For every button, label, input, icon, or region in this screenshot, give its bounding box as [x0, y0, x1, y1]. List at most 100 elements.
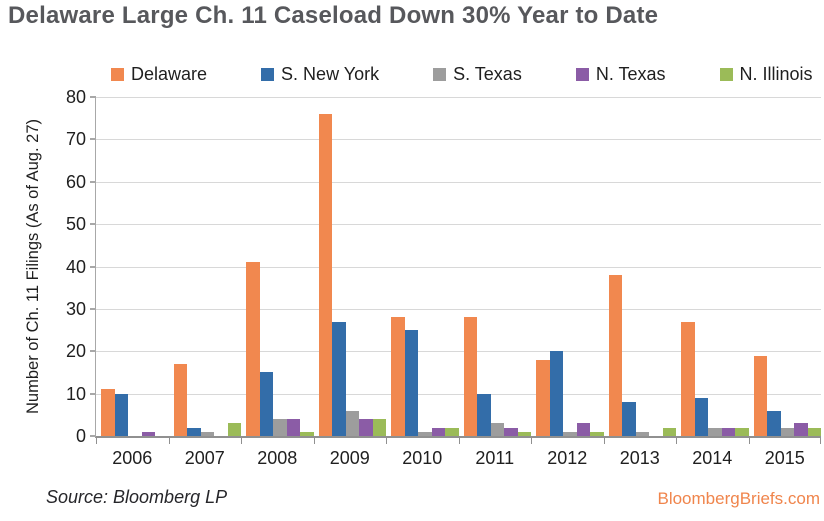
- chart-title: Delaware Large Ch. 11 Caseload Down 30% …: [8, 2, 659, 29]
- x-category-label-2007: 2007: [184, 448, 225, 468]
- bar-2010-n-texas: [431, 427, 445, 436]
- bar-2007-delaware: [173, 363, 187, 436]
- legend-swatch-s-texas: [433, 68, 447, 81]
- bar-2014-s-new-york: [694, 397, 708, 436]
- y-axis-tick: [90, 350, 96, 353]
- y-axis-tick: [90, 435, 96, 437]
- y-axis-tick: [90, 223, 96, 226]
- bar-2008-s-new-york: [259, 372, 273, 436]
- gridline-10: [96, 393, 821, 395]
- x-category-label-2012: 2012: [547, 448, 588, 468]
- gridline-40: [96, 266, 821, 268]
- bar-2008-n-texas: [286, 419, 300, 436]
- legend-item-s-texas: S. Texas: [433, 64, 522, 85]
- x-category-label-2014: 2014: [692, 448, 733, 468]
- y-tick-label-50: 50: [65, 214, 86, 235]
- bar-2015-n-illinois: [807, 427, 821, 436]
- x-axis-tick: [241, 436, 242, 444]
- x-category-label-2006: 2006: [112, 448, 153, 468]
- x-axis-tick: [603, 436, 605, 444]
- y-tick-label-70: 70: [65, 129, 86, 150]
- bar-2008-s-texas: [273, 419, 287, 436]
- bar-2010-s-texas: [418, 431, 432, 436]
- bar-2014-n-texas: [721, 427, 735, 436]
- legend-swatch-n-texas: [575, 68, 589, 81]
- bar-2006-s-new-york: [114, 393, 128, 436]
- x-category-label-2008: 2008: [257, 448, 298, 468]
- bar-2012-s-new-york: [549, 351, 563, 436]
- gridline-70: [96, 139, 821, 141]
- y-tick-label-10: 10: [65, 383, 86, 404]
- bar-2013-delaware: [608, 274, 622, 436]
- bar-2015-s-new-york: [767, 410, 781, 436]
- x-axis-tick: [531, 436, 532, 444]
- x-category-label-2013: 2013: [619, 448, 660, 468]
- x-axis-tick: [458, 436, 460, 444]
- y-axis-tick: [90, 138, 96, 141]
- bar-2007-n-illinois: [227, 423, 241, 436]
- brand-link[interactable]: BloombergBriefs.com: [657, 489, 820, 508]
- legend-label: Delaware: [131, 64, 208, 84]
- legend-swatch-delaware: [111, 68, 124, 81]
- legend-label: S. New York: [281, 64, 380, 84]
- x-axis-tick: [96, 436, 97, 444]
- y-axis-title: Number of Ch. 11 Filings (As of Aug. 27): [24, 119, 42, 414]
- x-axis-tick: [313, 436, 315, 444]
- bar-2015-s-texas: [780, 427, 794, 436]
- bar-2014-n-illinois: [735, 427, 749, 436]
- source-label: Source: Bloomberg LP: [46, 487, 228, 507]
- bar-2012-s-texas: [563, 431, 577, 436]
- bar-2011-n-illinois: [517, 431, 531, 436]
- legend-label: S. Texas: [453, 64, 522, 84]
- y-tick-label-30: 30: [65, 298, 86, 319]
- bar-2010-delaware: [391, 317, 405, 436]
- gridline-50: [96, 224, 821, 226]
- bar-2011-delaware: [463, 317, 477, 436]
- legend-swatch-n-illinois: [719, 68, 733, 81]
- legend-label: N. Texas: [595, 64, 666, 84]
- bar-2007-s-texas: [200, 431, 214, 436]
- bar-2006-delaware: [101, 389, 115, 436]
- legend: Delaware S. New York S. Texas N. Texas N. Il…: [111, 64, 813, 85]
- x-category-label-2015: 2015: [764, 448, 805, 468]
- bar-2012-n-illinois: [590, 431, 604, 436]
- x-category-label-2010: 2010: [402, 448, 443, 468]
- bar-2014-s-texas: [708, 427, 722, 436]
- bar-2008-n-illinois: [300, 431, 314, 436]
- bar-2009-s-texas: [345, 410, 359, 436]
- bar-2009-s-new-york: [332, 321, 346, 436]
- x-category-label-2009: 2009: [329, 448, 370, 468]
- legend-item-delaware: Delaware: [111, 64, 207, 85]
- legend-label: N. Illinois: [739, 64, 813, 84]
- y-tick-label-40: 40: [65, 256, 86, 277]
- bar-2008-delaware: [246, 262, 260, 436]
- legend-item-n-illinois: N. Illinois: [719, 64, 813, 85]
- y-axis-tick: [90, 392, 96, 395]
- x-axis-tick: [820, 436, 821, 444]
- bar-2009-n-texas: [359, 419, 373, 436]
- gridline-60: [96, 181, 821, 183]
- x-category-label-2011: 2011: [475, 448, 515, 468]
- bar-2014-delaware: [681, 321, 695, 436]
- bar-2010-n-illinois: [445, 427, 459, 436]
- y-axis-tick: [90, 307, 96, 310]
- bar-2009-delaware: [318, 113, 332, 436]
- y-tick-label-20: 20: [65, 341, 86, 362]
- y-tick-label-60: 60: [65, 171, 86, 192]
- bar-2015-n-texas: [794, 423, 808, 436]
- x-axis-tick: [676, 436, 677, 444]
- bar-2007-s-new-york: [187, 427, 201, 436]
- gridline-30: [96, 308, 821, 310]
- bar-2010-s-new-york: [404, 330, 418, 436]
- bar-2015-delaware: [753, 355, 767, 436]
- bar-2013-s-texas: [635, 431, 649, 436]
- y-tick-label-80: 80: [65, 87, 86, 107]
- y-axis-tick: [90, 265, 96, 268]
- bar-2011-s-new-york: [477, 393, 491, 436]
- gridline-20: [96, 351, 821, 353]
- bar-2012-n-texas: [576, 423, 590, 436]
- bar-2011-n-texas: [504, 427, 518, 436]
- bar-2011-s-texas: [490, 423, 504, 436]
- legend-swatch-s-new-york: [261, 68, 275, 81]
- bar-2012-delaware: [536, 359, 550, 436]
